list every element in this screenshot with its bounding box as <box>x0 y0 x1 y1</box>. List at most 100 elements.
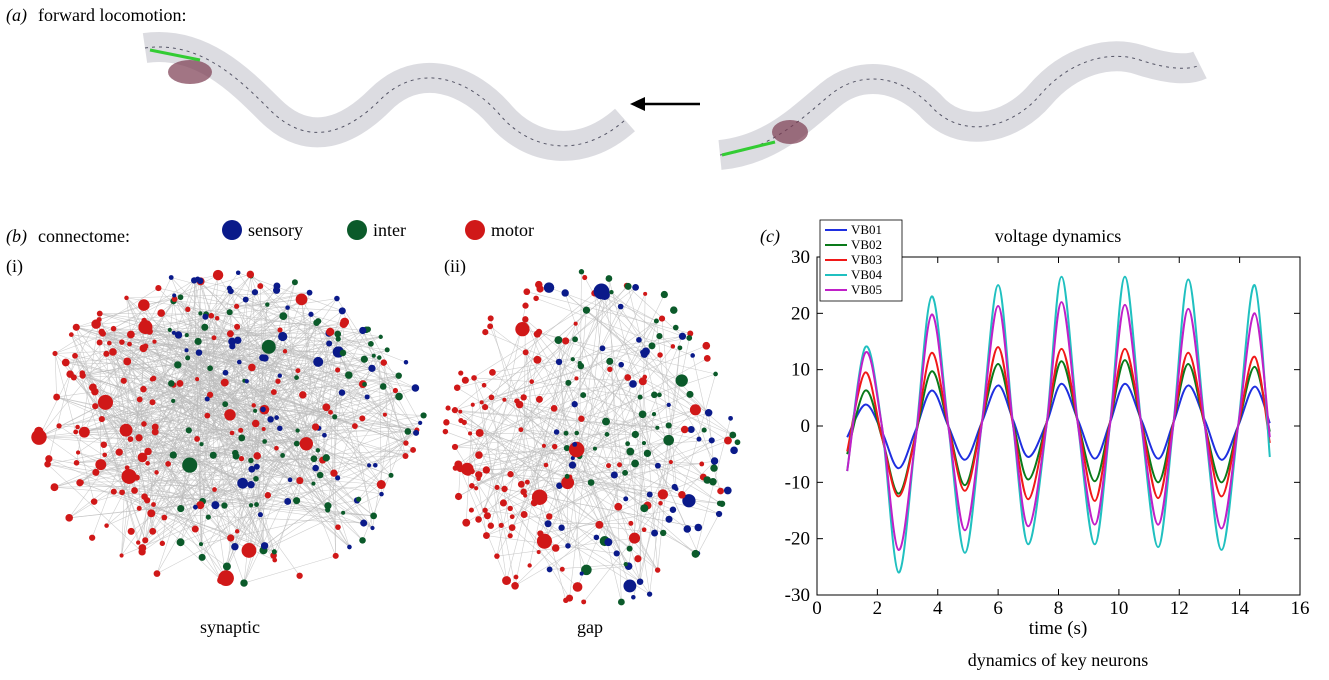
node <box>629 533 640 544</box>
node <box>686 391 693 398</box>
node <box>458 370 463 375</box>
node <box>65 514 73 522</box>
node <box>103 351 109 357</box>
node <box>628 521 633 526</box>
node <box>308 312 313 317</box>
legend-dot <box>222 220 242 240</box>
node <box>317 472 324 479</box>
node <box>135 434 142 441</box>
node <box>185 355 190 360</box>
node <box>471 403 475 407</box>
node <box>679 492 685 498</box>
node <box>594 535 600 541</box>
node <box>370 526 374 530</box>
node <box>499 523 504 528</box>
edge <box>474 378 532 382</box>
node <box>532 489 547 504</box>
node <box>215 316 219 320</box>
node <box>582 275 587 280</box>
node <box>651 530 658 537</box>
node <box>670 507 676 513</box>
node <box>104 523 109 528</box>
panel-label: (b) <box>6 226 27 247</box>
node <box>660 530 666 536</box>
node <box>535 281 542 288</box>
node <box>258 512 263 517</box>
node <box>523 288 530 295</box>
node <box>634 555 641 562</box>
node <box>53 394 60 401</box>
node <box>155 285 161 291</box>
node <box>116 448 123 455</box>
node <box>489 369 496 376</box>
node <box>580 572 584 576</box>
node <box>228 338 236 346</box>
edge <box>55 353 57 397</box>
node <box>669 460 673 464</box>
node <box>551 405 558 412</box>
node <box>502 576 511 585</box>
node <box>458 410 462 414</box>
node <box>510 514 515 519</box>
node <box>686 335 692 341</box>
node <box>334 296 340 302</box>
node <box>614 503 622 511</box>
node <box>195 377 199 381</box>
node <box>152 428 159 435</box>
node <box>545 520 552 527</box>
node <box>609 290 613 294</box>
node <box>252 289 258 295</box>
node <box>121 378 127 384</box>
y-tick-label: -10 <box>785 472 810 493</box>
node <box>336 336 341 341</box>
node <box>561 289 568 296</box>
node <box>501 486 507 492</box>
node <box>367 463 371 467</box>
x-tick-label: 8 <box>1054 598 1064 619</box>
node <box>312 465 319 472</box>
node <box>468 431 472 435</box>
x-tick-label: 14 <box>1230 598 1250 619</box>
sub-label: (ii) <box>444 256 466 277</box>
node <box>475 471 482 478</box>
node <box>483 466 490 473</box>
node <box>552 444 557 449</box>
node <box>396 372 402 378</box>
node <box>488 523 494 529</box>
node <box>580 392 586 398</box>
node <box>600 345 606 351</box>
node <box>109 348 117 356</box>
node <box>262 427 266 431</box>
node <box>730 447 738 455</box>
node <box>534 331 541 338</box>
node <box>488 315 494 321</box>
node <box>659 315 665 321</box>
node <box>274 415 279 420</box>
node <box>66 370 73 377</box>
node <box>605 432 610 437</box>
node <box>160 541 165 546</box>
node <box>511 582 519 590</box>
node <box>322 403 330 411</box>
node <box>522 316 528 322</box>
node <box>89 535 95 541</box>
node <box>611 471 618 478</box>
node <box>595 521 603 529</box>
node <box>690 353 695 358</box>
node <box>678 345 683 350</box>
node <box>412 384 420 392</box>
y-tick-label: 20 <box>791 303 810 324</box>
node <box>516 401 523 408</box>
node <box>236 270 241 275</box>
node <box>622 470 628 476</box>
node <box>283 349 287 353</box>
node <box>182 458 197 473</box>
node <box>328 410 333 415</box>
panel-title: forward locomotion: <box>38 5 186 25</box>
node <box>688 426 695 433</box>
node <box>658 501 662 505</box>
node <box>273 287 280 294</box>
node <box>495 485 500 490</box>
node <box>533 296 539 302</box>
